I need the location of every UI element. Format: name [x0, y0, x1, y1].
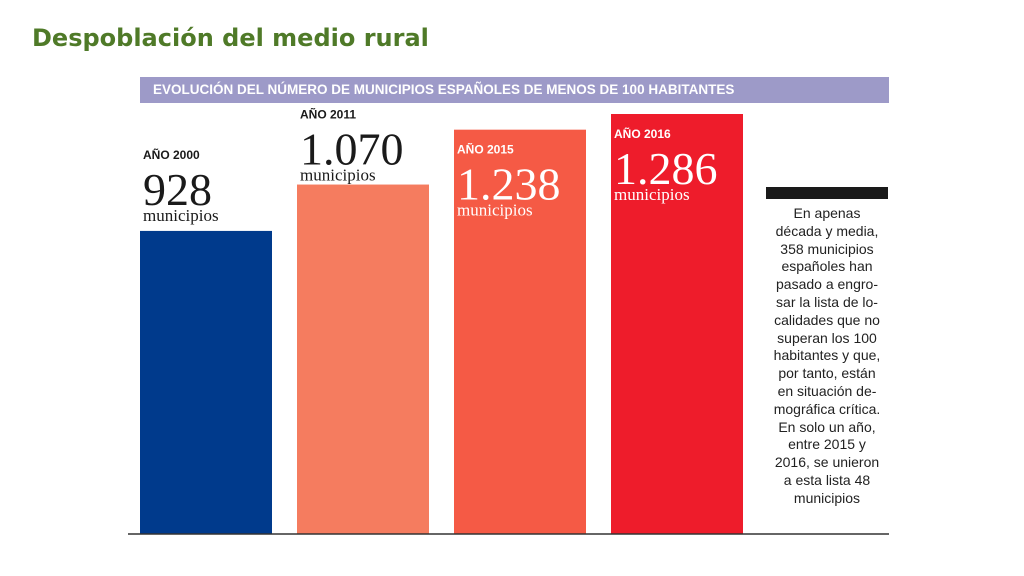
year-label-2: AÑO 2015 [457, 142, 514, 157]
unit-label-1: municipios [300, 166, 376, 185]
slide-title: Despoblación del medio rural [32, 24, 429, 52]
note-accent-bar [766, 187, 888, 199]
value-label-1: 1.070 [300, 124, 404, 175]
bar-3 [611, 114, 743, 534]
note-text: En apenas década y media, 358 municipios… [773, 205, 881, 506]
year-label-1: AÑO 2011 [300, 107, 356, 122]
year-label-3: AÑO 2016 [614, 126, 671, 141]
chart-title: EVOLUCIÓN DEL NÚMERO DE MUNICIPIOS ESPAÑ… [140, 77, 889, 103]
bar-0 [140, 230, 272, 534]
unit-label-0: municipios [143, 206, 219, 225]
year-label-0: AÑO 2000 [143, 147, 200, 162]
bar-1 [297, 184, 429, 535]
value-label-2: 1.238 [457, 159, 561, 210]
unit-label-2: municipios [457, 201, 533, 220]
unit-label-3: municipios [614, 185, 690, 204]
bar-2 [454, 129, 586, 534]
value-label-0: 928 [143, 164, 212, 215]
value-label-3: 1.286 [614, 143, 718, 194]
